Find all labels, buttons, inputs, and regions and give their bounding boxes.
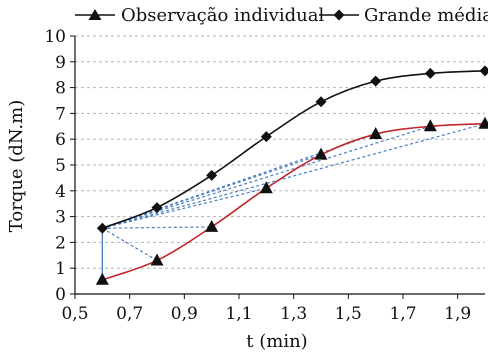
legend-item-grand-mean: Grande média bbox=[319, 5, 488, 26]
series-0-point-3 bbox=[259, 181, 273, 194]
y-tick-label-5: 5 bbox=[55, 156, 66, 176]
x-tick-label-2: 0,9 bbox=[171, 304, 198, 324]
series-lines bbox=[102, 70, 486, 281]
y-tick-label-0: 0 bbox=[55, 285, 66, 305]
y-tick-label-7: 7 bbox=[55, 104, 66, 124]
x-tick-label-1: 0,7 bbox=[116, 304, 143, 324]
y-tick-label-1: 1 bbox=[55, 259, 66, 279]
connector-dashed-1 bbox=[102, 226, 212, 229]
x-tick-label-0: 0,5 bbox=[61, 304, 88, 324]
series-1-point-1 bbox=[151, 202, 163, 214]
series-0-point-7 bbox=[478, 116, 488, 129]
y-tick-label-10: 10 bbox=[44, 27, 66, 47]
series-0-point-6 bbox=[423, 119, 437, 132]
y-tick-label-2: 2 bbox=[55, 233, 66, 253]
legend-diamond-marker bbox=[333, 9, 345, 21]
y-axis-title: Torque (dN.m) bbox=[6, 100, 27, 233]
series-1-point-4 bbox=[315, 96, 327, 108]
y-tick-label-4: 4 bbox=[55, 182, 66, 202]
series-1-point-5 bbox=[370, 75, 382, 87]
grid-lines bbox=[75, 35, 485, 269]
legend-label-individual: Observação individual bbox=[121, 5, 324, 26]
series-1-point-0 bbox=[96, 222, 108, 234]
legend-triangle-marker bbox=[88, 9, 102, 20]
series-1-point-6 bbox=[424, 67, 436, 79]
connector-dashed-2 bbox=[102, 187, 267, 229]
y-tick-label-3: 3 bbox=[55, 208, 66, 228]
legend-label-grand-mean: Grande média bbox=[364, 5, 488, 26]
x-tick-label-3: 1,1 bbox=[225, 304, 252, 324]
connector-dashed-4 bbox=[102, 133, 376, 229]
series-line-0 bbox=[102, 122, 486, 281]
series-1-point-2 bbox=[206, 169, 218, 181]
series-0-point-1 bbox=[150, 253, 164, 266]
series-1-point-3 bbox=[260, 131, 272, 143]
y-tick-label-9: 9 bbox=[55, 53, 66, 73]
series-1-point-7 bbox=[479, 65, 488, 77]
series-markers bbox=[95, 65, 488, 285]
series-line-1 bbox=[102, 70, 486, 229]
x-tick-label-4: 1,3 bbox=[280, 304, 307, 324]
series-0-point-2 bbox=[205, 219, 219, 232]
series-0-point-5 bbox=[369, 127, 383, 140]
x-axis-title: t (min) bbox=[246, 331, 307, 352]
y-tick-label-6: 6 bbox=[55, 130, 66, 150]
connector-dashed-0 bbox=[102, 227, 158, 261]
legend-item-individual: Observação individual bbox=[75, 5, 324, 26]
y-tick-label-8: 8 bbox=[55, 79, 66, 99]
legend: Observação individual Grande média bbox=[75, 5, 488, 26]
x-tick-label-5: 1,5 bbox=[335, 304, 362, 324]
series-0-point-0 bbox=[95, 272, 109, 285]
series-0-point-4 bbox=[314, 147, 328, 160]
x-ticks: 0,5 0,7 0,9 1,1 1,3 1,5 1,7 1,9 bbox=[61, 294, 471, 324]
x-tick-label-6: 1,7 bbox=[389, 304, 416, 324]
x-tick-label-7: 1,9 bbox=[444, 304, 471, 324]
connector-lines bbox=[101, 123, 486, 280]
y-ticks: 0 1 2 3 4 5 6 7 8 9 10 bbox=[44, 27, 75, 305]
connector-dashed-6 bbox=[102, 123, 486, 229]
